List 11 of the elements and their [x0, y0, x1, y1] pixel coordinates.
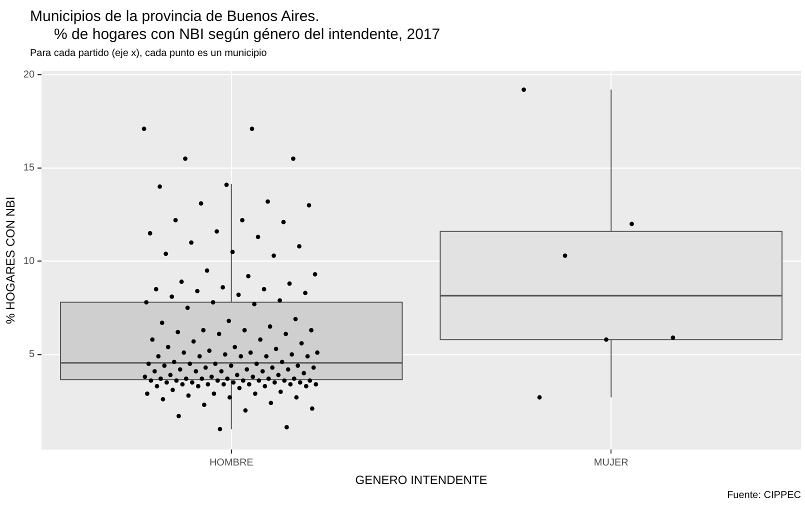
chart-subtitle: Para cada partido (eje x), cada punto es un municipio — [30, 48, 267, 59]
y-axis-title: % HOGARES CON NBI — [4, 196, 18, 324]
source-note: Fuente: CIPPEC — [727, 490, 801, 501]
x-axis-title: GENERO INTENDENTE — [355, 473, 488, 488]
y-tick-label: 5 — [28, 349, 35, 360]
chart-title: Municipios de la provincia de Buenos Aires. % de hogares con NBI según género del intendente, 2017 — [30, 8, 440, 44]
x-tick-label: HOMBRE — [209, 457, 254, 468]
x-tick-label: MUJER — [594, 457, 628, 468]
y-tick-label: 15 — [23, 162, 35, 174]
y-tick-label: 20 — [23, 69, 35, 80]
y-tick-label: 10 — [23, 256, 35, 267]
